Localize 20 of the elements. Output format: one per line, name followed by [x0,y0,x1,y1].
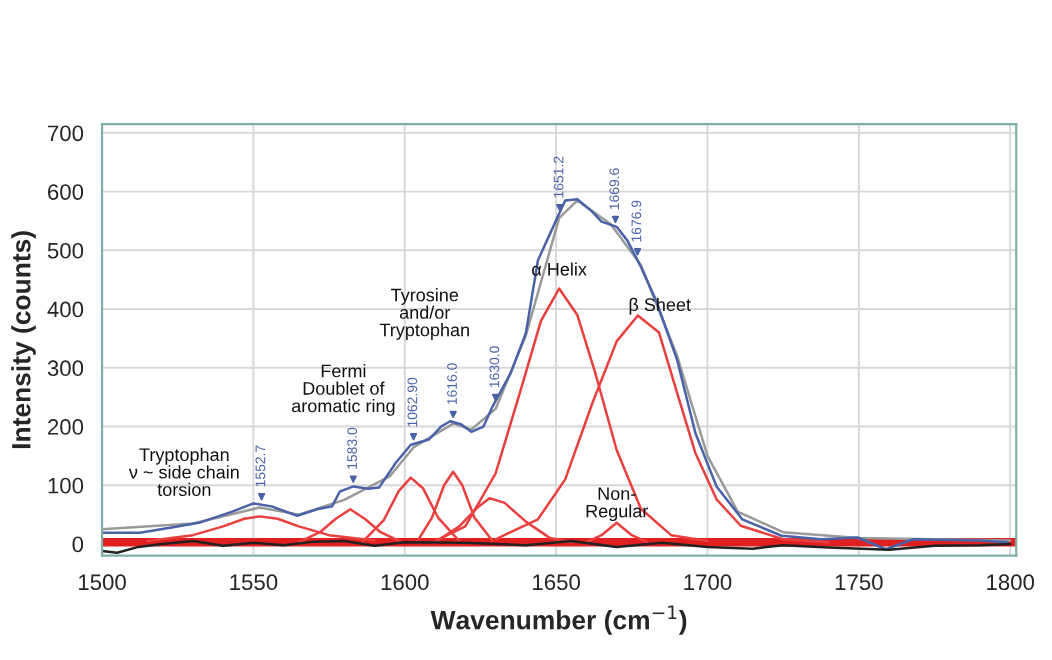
annotation: Tryptophan ν ~ side chain torsion [128,447,239,497]
y-axis-title: Intensity (counts) [11,231,36,449]
x-tick-label: 1550 [230,574,278,591]
x-tick-label: 1500 [79,574,126,591]
annotation: Tyrosine and/or Tryptophan [379,288,469,340]
y-tick-label: 100 [48,477,84,494]
x-tick-label: 1650 [533,574,580,591]
annotation: Fermi Doublet of aromatic ring [291,364,395,416]
x-tick-label: 1600 [381,574,429,591]
x-axis-title: Wavenumber (cm$^{−1}$) [430,605,687,635]
y-tick-label: 400 [47,301,84,318]
y-tick-label: 700 [48,125,84,142]
x-tick-label: 1800 [987,574,1035,591]
y-tick-label: 600 [48,184,84,200]
y-tick-label: 500 [47,242,84,259]
y-tick-label: 300 [47,360,84,377]
y-tick-label: 0 [72,536,84,553]
x-tick-label: 1750 [835,574,883,591]
x-tick-label: 1700 [684,574,732,591]
y-tick-label: 200 [48,419,84,435]
